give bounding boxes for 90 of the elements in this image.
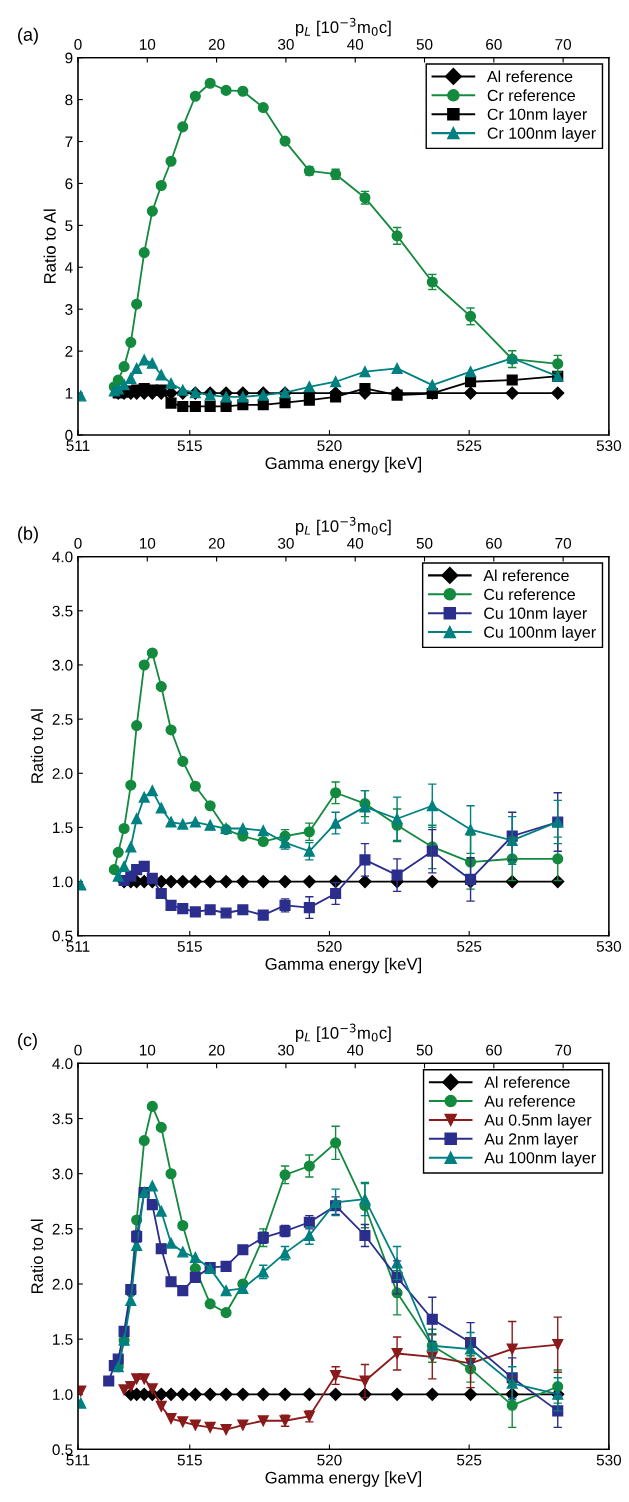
x2-tick-label: 70	[555, 38, 572, 50]
y-tick-label: 6	[65, 178, 73, 190]
x-axis-title: Gamma energy [keV]	[265, 957, 421, 974]
y-tick-label: 2.0	[52, 768, 73, 779]
legend-label: Cu 10nm layer	[484, 607, 587, 623]
x-tick-label: 520	[317, 941, 342, 952]
x-tick-label: 520	[317, 440, 342, 452]
y-tick-label: 2.5	[52, 1223, 73, 1235]
x2-tick-label: 60	[486, 1044, 502, 1056]
x2-tick-label: 70	[555, 537, 572, 549]
x-tick-label: 515	[177, 941, 202, 952]
y-tick-label: 0	[65, 429, 73, 441]
y-tick-label: 1	[65, 388, 73, 399]
x2-tick-label: 0	[74, 537, 82, 549]
x-tick-label: 515	[177, 1454, 202, 1466]
x2-tick-label: 0	[74, 1044, 82, 1056]
x-tick-label: 511	[66, 1454, 90, 1466]
y-tick-label: 4.0	[52, 551, 73, 563]
legend-label: Al reference	[484, 1076, 570, 1088]
legend-label: Au 100nm layer	[484, 1151, 596, 1167]
x-tick-label: 530	[596, 1454, 622, 1466]
y-tick-label: 7	[65, 136, 73, 148]
x2-tick-label: 0	[74, 38, 82, 50]
text: (b)	[18, 526, 38, 544]
y-tick-label: 0.5	[52, 930, 73, 942]
x2-tick-label: 40	[347, 537, 364, 549]
legend-label: Cr 100nm layer	[487, 127, 596, 142]
x2-tick-label: 30	[278, 38, 294, 50]
legend-label: Cr 10nm layer	[487, 108, 587, 124]
x-tick-label: 525	[457, 941, 482, 952]
x2-axis-title: p$_{L}$ [10$^{−3}$m$_{0}$c]	[296, 17, 391, 37]
y-tick-label: 0.5	[52, 1444, 73, 1456]
y-tick-label: 3.0	[52, 659, 73, 671]
x2-tick-label: 40	[347, 38, 364, 50]
x2-tick-label: 50	[416, 38, 433, 50]
y-axis-title: Ratio to Al	[30, 709, 44, 783]
x-tick-label: 530	[596, 941, 622, 952]
x2-tick-label: 50	[416, 537, 433, 549]
y-tick-label: 3	[65, 304, 73, 315]
legend-label: Al reference	[486, 70, 573, 83]
y-tick-label: 2.0	[52, 1278, 73, 1290]
x2-axis-title: p$_{L}$ [10$^{−3}$m$_{0}$c]	[296, 516, 391, 536]
y-tick-label: 5	[65, 220, 73, 232]
x2-axis-title: p$_{L}$ [10$^{−3}$m$_{0}$c]	[296, 1023, 391, 1043]
x-tick-label: 515	[177, 440, 202, 452]
x2-tick-label: 10	[139, 1044, 156, 1056]
x2-tick-label: 20	[208, 537, 225, 549]
y-tick-label: 4.0	[52, 1058, 73, 1070]
x2-tick-label: 60	[486, 38, 502, 50]
y-tick-label: 1.0	[53, 1389, 73, 1400]
legend-label: Cr reference	[487, 89, 575, 102]
y-axis-title: Ratio to Al	[43, 209, 56, 283]
y-tick-label: 3.5	[52, 605, 73, 617]
x2-tick-label: 50	[416, 1044, 433, 1056]
y-tick-label: 8	[65, 94, 73, 106]
x-tick-label: 530	[596, 440, 622, 452]
x2-tick-label: 60	[486, 537, 502, 549]
x2-tick-label: 10	[139, 38, 156, 50]
x-tick-label: 525	[457, 440, 482, 452]
y-tick-label: 4	[64, 262, 73, 273]
x2-tick-label: 30	[278, 1044, 294, 1056]
legend-label: Au 0.5nm layer	[484, 1113, 592, 1129]
y-tick-label: 1.0	[53, 876, 73, 888]
text: (a)	[18, 27, 38, 45]
x2-tick-label: 20	[208, 38, 225, 50]
x2-tick-label: 20	[208, 1044, 225, 1056]
y-axis-title: Ratio to Al	[30, 1219, 44, 1294]
legend-label: Au reference	[484, 1095, 575, 1107]
y-tick-label: 2	[65, 346, 73, 357]
y-tick-label: 3.0	[52, 1168, 73, 1180]
x2-tick-label: 40	[347, 1044, 364, 1056]
legend-label: Au 2nm layer	[484, 1132, 579, 1148]
y-tick-label: 1.5	[53, 822, 73, 834]
x-tick-label: 520	[317, 1454, 342, 1466]
text: (c)	[18, 1033, 37, 1050]
x2-tick-label: 10	[139, 537, 156, 549]
x-tick-label: 511	[66, 941, 90, 952]
x2-tick-label: 30	[278, 537, 294, 549]
legend-label: Cu 100nm layer	[484, 626, 596, 641]
y-tick-label: 1.5	[53, 1334, 73, 1345]
legend-label: Al reference	[483, 569, 569, 582]
x-axis-title: Gamma energy [keV]	[265, 456, 421, 473]
x-tick-label: 525	[457, 1454, 482, 1466]
x-axis-title: Gamma energy [keV]	[265, 1471, 421, 1487]
x-tick-label: 511	[66, 440, 90, 452]
legend-label: Cu reference	[484, 588, 575, 601]
y-tick-label: 3.5	[52, 1113, 73, 1125]
x2-tick-label: 70	[555, 1044, 572, 1056]
y-tick-label: 2.5	[52, 713, 73, 725]
y-tick-label: 9	[65, 52, 73, 64]
